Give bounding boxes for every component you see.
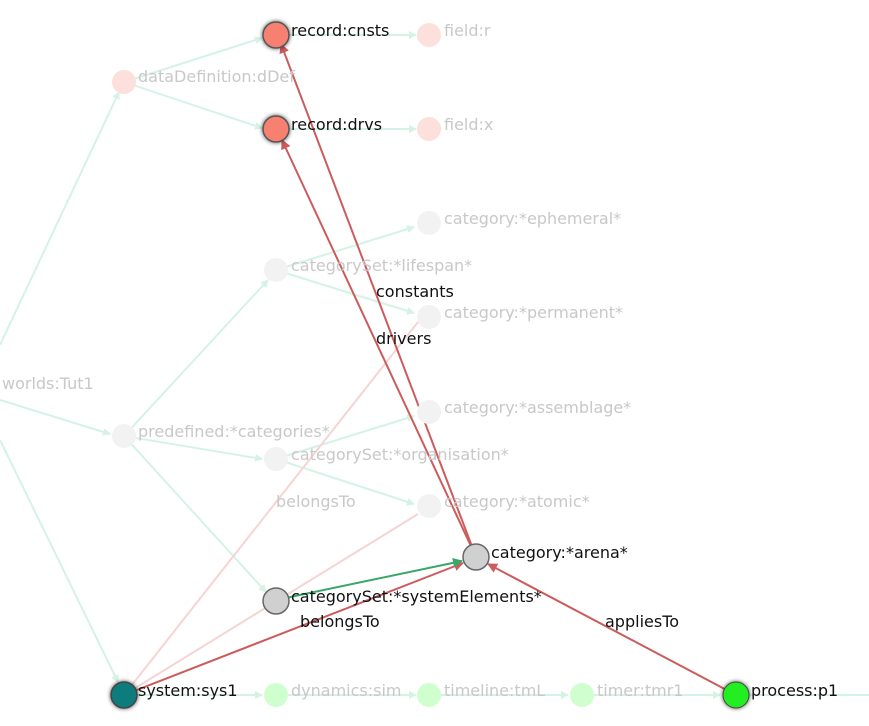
edge-predefined-lifespan	[123, 279, 269, 437]
active-nodes	[110, 21, 750, 709]
node-data-definition[interactable]	[112, 70, 136, 94]
edge-system-arena	[123, 561, 464, 696]
node-dynamics[interactable]	[264, 683, 288, 707]
edge-arena-drvs	[281, 139, 477, 558]
label-process: process:p1	[751, 681, 838, 700]
label-timeline: timeline:tmL	[444, 681, 545, 700]
edge-worlds-datadefinition	[0, 91, 120, 346]
faded-nodes	[112, 23, 594, 707]
label-record-cnsts: record:cnsts	[291, 21, 389, 40]
edge-predefined-organisation	[123, 435, 263, 462]
edge-label-constants: constants	[376, 282, 454, 301]
faded-edges	[0, 31, 869, 699]
label-category-permanent: category:*permanent*	[444, 303, 623, 322]
edge-predefined-systemelements	[123, 435, 267, 593]
label-categoryset-systemelements: categorySet:*systemElements*	[291, 587, 542, 606]
edge-datadefinition-cnsts	[123, 36, 263, 83]
node-field-x[interactable]	[417, 117, 441, 141]
label-record-drvs: record:drvs	[291, 115, 382, 134]
label-category-ephemeral: category:*ephemeral*	[444, 209, 621, 228]
edge-label-belongsto: belongsTo	[300, 612, 380, 631]
active-edges	[123, 43, 737, 696]
faded-red-edges	[123, 321, 419, 696]
label-system: system:sys1	[138, 681, 238, 700]
edge-worlds-predefined	[0, 399, 111, 436]
label-dynamics: dynamics:sim	[291, 681, 402, 700]
node-record-drvs[interactable]	[262, 115, 290, 143]
edge-system-permanent	[123, 321, 419, 696]
label-category-arena: category:*arena*	[491, 543, 628, 562]
node-category-atomic[interactable]	[417, 494, 441, 518]
label-field-r: field:r	[444, 21, 491, 40]
node-timeline[interactable]	[417, 683, 441, 707]
label-timer: timer:tmr1	[597, 681, 683, 700]
edge-lifespan-ephemeral	[275, 225, 415, 271]
node-timer[interactable]	[570, 683, 594, 707]
edge-worlds-system	[0, 439, 119, 683]
label-categoryset-organisation: categorySet:*organisation*	[291, 445, 509, 464]
label-categoryset-lifespan: categorySet:*lifespan*	[291, 256, 472, 275]
edge-datadefinition-drvs	[123, 81, 263, 130]
edge-organisation-atomic	[275, 458, 415, 506]
label-category-assemblage: category:*assemblage*	[444, 398, 631, 417]
node-category-permanent[interactable]	[417, 305, 441, 329]
node-process[interactable]	[722, 681, 750, 709]
faded-labels: field:r dataDefinition:dDef field:x cate…	[2, 21, 683, 700]
node-field-r[interactable]	[417, 23, 441, 47]
label-data-definition: dataDefinition:dDef	[138, 67, 295, 86]
label-field-x: field:x	[444, 115, 493, 134]
active-labels: record:cnsts record:drvs category:*arena…	[138, 21, 838, 700]
node-category-ephemeral[interactable]	[417, 211, 441, 235]
node-categoryset-systemelements[interactable]	[262, 587, 290, 615]
node-categoryset-organisation[interactable]	[264, 447, 288, 471]
node-category-assemblage[interactable]	[417, 400, 441, 424]
node-category-arena[interactable]	[462, 543, 490, 571]
edge-label-belongsto-faded: belongsTo	[276, 492, 356, 511]
label-category-atomic: category:*atomic*	[444, 492, 590, 511]
node-system[interactable]	[110, 681, 138, 709]
node-categoryset-lifespan[interactable]	[264, 258, 288, 282]
edge-arena-cnsts	[279, 43, 477, 558]
label-worlds: worlds:Tut1	[2, 374, 94, 393]
node-predefined[interactable]	[112, 424, 136, 448]
edge-organisation-assemblage	[275, 414, 415, 460]
label-predefined: predefined:*categories*	[138, 422, 330, 441]
edge-systemelements-arena	[275, 557, 463, 601]
edge-label-appliesto: appliesTo	[605, 612, 679, 631]
node-record-cnsts[interactable]	[262, 21, 290, 49]
edge-lifespan-permanent	[275, 269, 415, 315]
edge-label-drivers: drivers	[376, 329, 431, 348]
edge-process-arena	[487, 563, 737, 696]
